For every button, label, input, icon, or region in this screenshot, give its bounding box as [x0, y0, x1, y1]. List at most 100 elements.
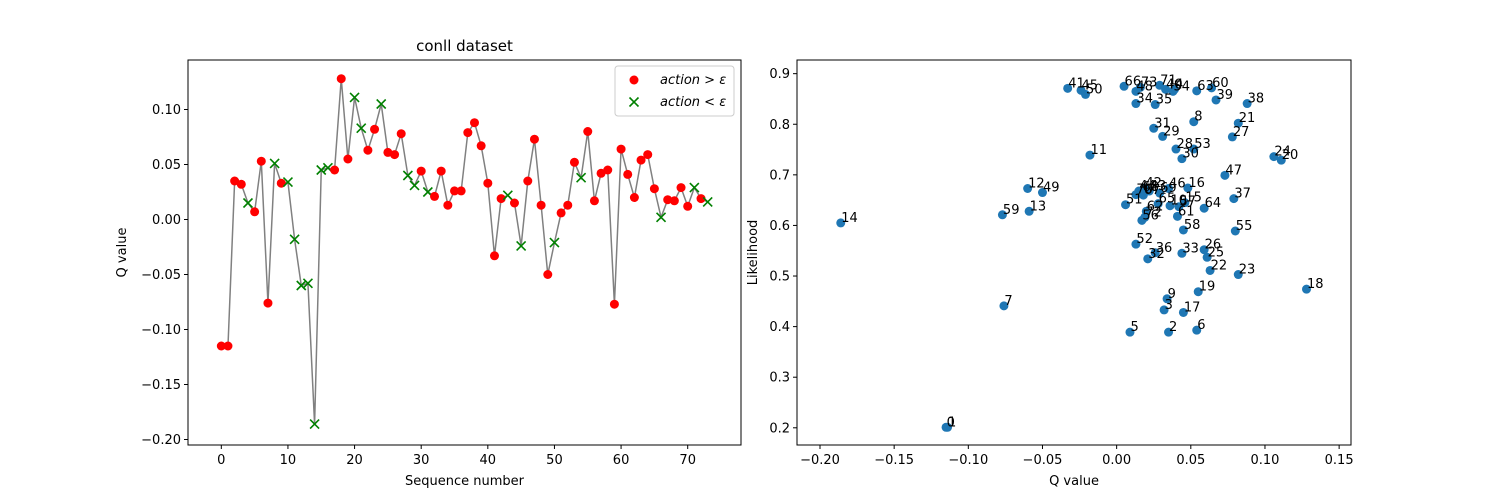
right-axes: −0.20 −0.15 −0.10 −0.05 0.00 0.05 0.10 0.15 0.2 0… — [769, 67, 1353, 468]
point-action-greater — [603, 165, 613, 175]
scatter-point-label: 53 — [1194, 137, 1211, 152]
scatter-point-label: 60 — [1212, 76, 1229, 91]
point-action-less — [269, 158, 280, 169]
legend-marker-action-less — [628, 96, 640, 108]
point-action-greater — [563, 200, 573, 210]
scatter-point — [943, 422, 953, 432]
scatter-point-label: 20 — [1282, 148, 1299, 163]
scatter-point — [1158, 131, 1168, 141]
scatter-point-label: 11 — [1090, 143, 1107, 158]
scatter-point — [1162, 294, 1172, 304]
scatter-point — [1302, 284, 1312, 294]
scatter-point — [1233, 118, 1243, 128]
scatter-point — [1143, 254, 1153, 264]
scatter-point-label: 38 — [1248, 92, 1265, 107]
scatter-point-label: 44 — [1139, 179, 1156, 194]
scatter-point-label: 35 — [1156, 93, 1173, 108]
scatter-point-label: 13 — [1030, 199, 1047, 214]
left-y-tick-label: −0.05 — [141, 268, 181, 283]
point-action-less — [502, 190, 513, 201]
scatter-point-label: 27 — [1233, 125, 1250, 140]
point-action-greater — [523, 176, 533, 186]
scatter-point — [1183, 183, 1193, 193]
point-action-less — [376, 98, 387, 110]
scatter-point-label: 58 — [1184, 218, 1201, 233]
point-action-less — [576, 172, 587, 183]
scatter-point — [997, 210, 1007, 220]
scatter-point-label: 28 — [1176, 137, 1193, 152]
scatter-point-label: 67 — [1144, 183, 1161, 198]
scatter-point — [1159, 305, 1169, 315]
point-action-greater — [476, 141, 486, 151]
left-x-tick-label: 50 — [546, 453, 563, 468]
scatter-point-label: 21 — [1239, 111, 1256, 126]
left-x-axis-label: Sequence number — [405, 474, 525, 489]
left-y-tick-label: 0.10 — [152, 103, 181, 118]
legend-entry-action-less-op: < — [700, 95, 719, 110]
scatter-point-label: 5 — [1130, 320, 1138, 335]
scatter-point-label: 23 — [1239, 263, 1256, 278]
point-action-greater — [643, 150, 653, 160]
point-action-greater — [596, 168, 606, 178]
cross-stroke — [242, 197, 254, 209]
point-action-greater — [256, 156, 266, 166]
scatter-point — [1121, 200, 1131, 210]
scatter-point-label: 39 — [1217, 88, 1234, 103]
cross-stroke — [422, 186, 433, 198]
scatter-point-label: 70 — [1136, 183, 1153, 198]
left-y-tick-label: −0.20 — [141, 433, 181, 448]
legend-entry-action-greater-sym: ε — [719, 73, 726, 88]
cross-stroke — [402, 170, 413, 181]
scatter-point — [1164, 327, 1174, 337]
scatter-point-label: 61 — [1178, 204, 1195, 219]
point-action-less — [282, 177, 294, 188]
scatter-point — [1168, 86, 1178, 96]
cross-stroke — [316, 164, 327, 176]
scatter-point-label: 71 — [1160, 73, 1177, 88]
cross-stroke — [356, 123, 367, 134]
right-y-tick-label: 0.9 — [769, 67, 790, 82]
scatter-point — [1165, 201, 1175, 211]
point-action-less — [655, 212, 667, 223]
scatter-point — [1153, 199, 1163, 209]
cross-stroke — [655, 212, 667, 223]
legend-marker-action-greater — [629, 75, 639, 85]
right-y-tick-label: 0.3 — [769, 371, 790, 386]
scatter-point-label: 72 — [1145, 205, 1162, 220]
point-action-less — [289, 234, 300, 245]
scatter-point-label: 22 — [1211, 258, 1228, 273]
point-action-greater — [569, 157, 579, 167]
scatter-point-label: 4 — [1175, 77, 1183, 92]
scatter-point-label: 18 — [1307, 277, 1324, 292]
right-x-tick-label: 0.00 — [1102, 453, 1131, 468]
scatter-point — [1164, 184, 1174, 194]
scatter-point — [1024, 206, 1034, 216]
scatter-point-label: 42 — [1145, 176, 1162, 191]
point-action-greater — [529, 134, 539, 144]
point-action-greater — [330, 165, 340, 175]
right-x-tick-label: −0.05 — [1023, 453, 1063, 468]
scatter-point — [1174, 202, 1184, 212]
scatter-point-label: 3 — [1165, 298, 1173, 313]
left-plot-frame — [187, 59, 742, 446]
scatter-point-label: 14 — [841, 211, 858, 226]
left-y-axis-label: Q value — [115, 228, 130, 278]
scatter-point-label: 40 — [1166, 77, 1183, 92]
scatter-point — [1276, 155, 1286, 165]
point-action-greater — [616, 144, 626, 154]
right-x-tick-label: 0.15 — [1325, 453, 1354, 468]
scatter-point — [1037, 188, 1047, 198]
cross-stroke — [689, 182, 700, 193]
point-action-less — [409, 180, 420, 191]
left-x-tick-label: 70 — [679, 453, 696, 468]
scatter-point-label: 52 — [1136, 232, 1153, 247]
point-action-less — [689, 182, 700, 193]
scatter-point — [1189, 117, 1199, 127]
scatter-point — [1023, 184, 1033, 194]
scatter-point-label: 62 — [1147, 199, 1164, 214]
scatter-point — [1233, 270, 1243, 280]
scatter-point — [1125, 327, 1135, 337]
scatter-point — [1192, 86, 1202, 96]
scatter-point-label: 59 — [1003, 203, 1020, 218]
